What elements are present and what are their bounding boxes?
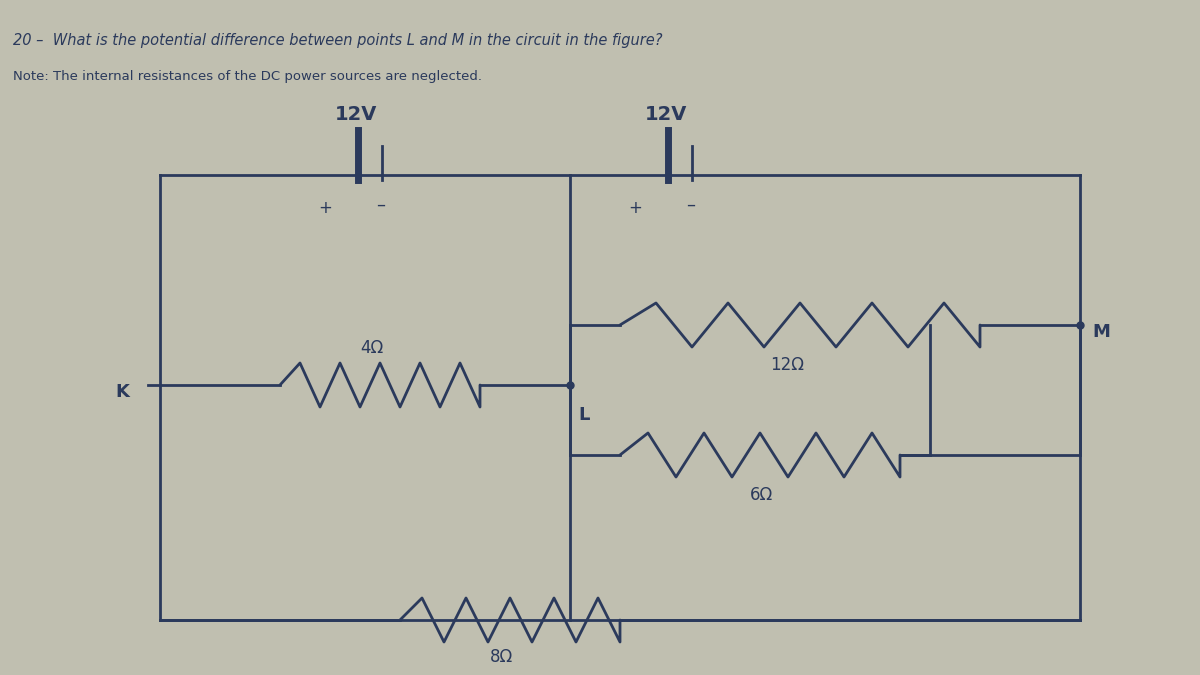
Text: 6Ω: 6Ω [750, 486, 773, 504]
Text: M: M [1092, 323, 1110, 341]
Text: 12V: 12V [646, 105, 688, 124]
Text: L: L [578, 406, 589, 424]
Text: 20 –  What is the potential difference between points L and M in the circuit in : 20 – What is the potential difference be… [13, 33, 662, 48]
Text: K: K [115, 383, 128, 401]
Text: Note: The internal resistances of the DC power sources are neglected.: Note: The internal resistances of the DC… [13, 70, 482, 83]
Text: –: – [686, 196, 695, 214]
Text: 4Ω: 4Ω [360, 339, 383, 357]
Text: 12Ω: 12Ω [770, 356, 804, 374]
Text: +: + [628, 199, 642, 217]
Text: 8Ω: 8Ω [490, 648, 514, 666]
Text: –: – [376, 196, 385, 214]
Text: +: + [318, 199, 332, 217]
Text: 12V: 12V [335, 105, 377, 124]
